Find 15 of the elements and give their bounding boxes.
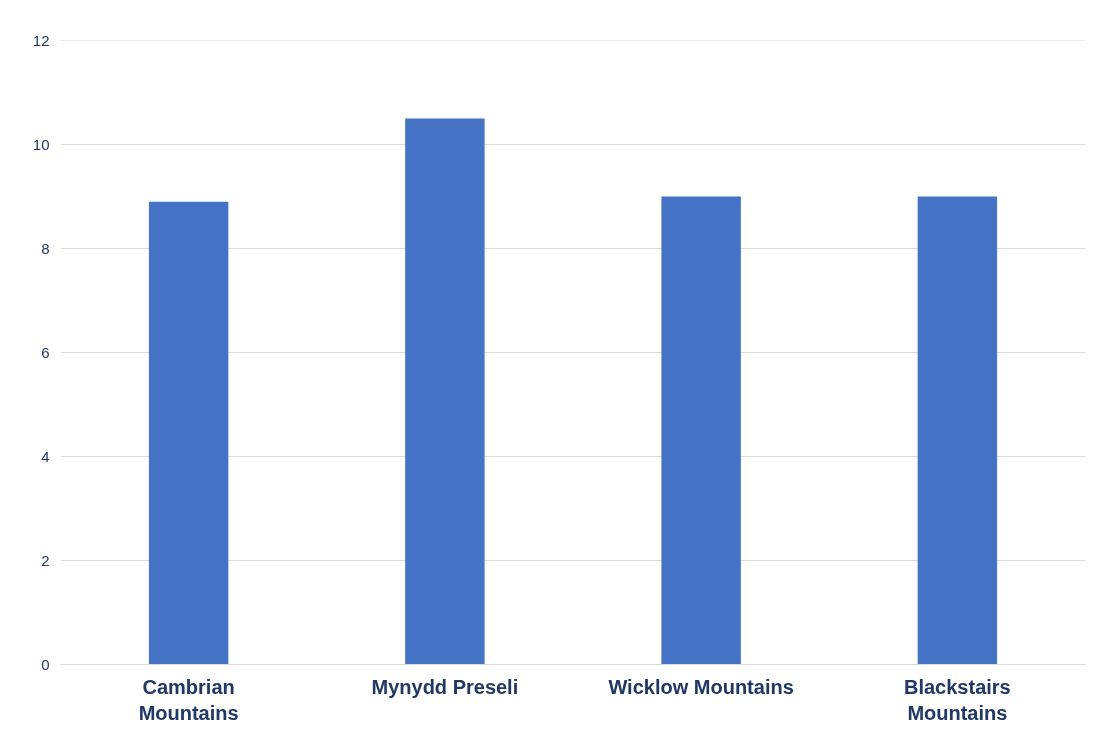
bar xyxy=(661,196,741,665)
x-tick-label: Cambrian Mountains xyxy=(138,675,239,724)
y-tick-label: 8 xyxy=(41,239,50,257)
bar xyxy=(148,201,229,665)
x-tick-label: Blackstairs Mountains xyxy=(904,675,1011,724)
y-tick-label: 10 xyxy=(32,135,50,153)
y-tick-label: 12 xyxy=(32,31,50,49)
bar xyxy=(405,118,485,665)
y-tick-label: 6 xyxy=(41,343,50,361)
y-tick-label: 2 xyxy=(41,551,50,569)
x-tick-label: Wicklow Mountains xyxy=(608,675,794,698)
bar xyxy=(917,196,998,665)
y-tick-label: 0 xyxy=(41,655,50,673)
x-tick-label: Mynydd Preseli xyxy=(371,675,519,698)
y-tick-label: 4 xyxy=(41,447,50,465)
